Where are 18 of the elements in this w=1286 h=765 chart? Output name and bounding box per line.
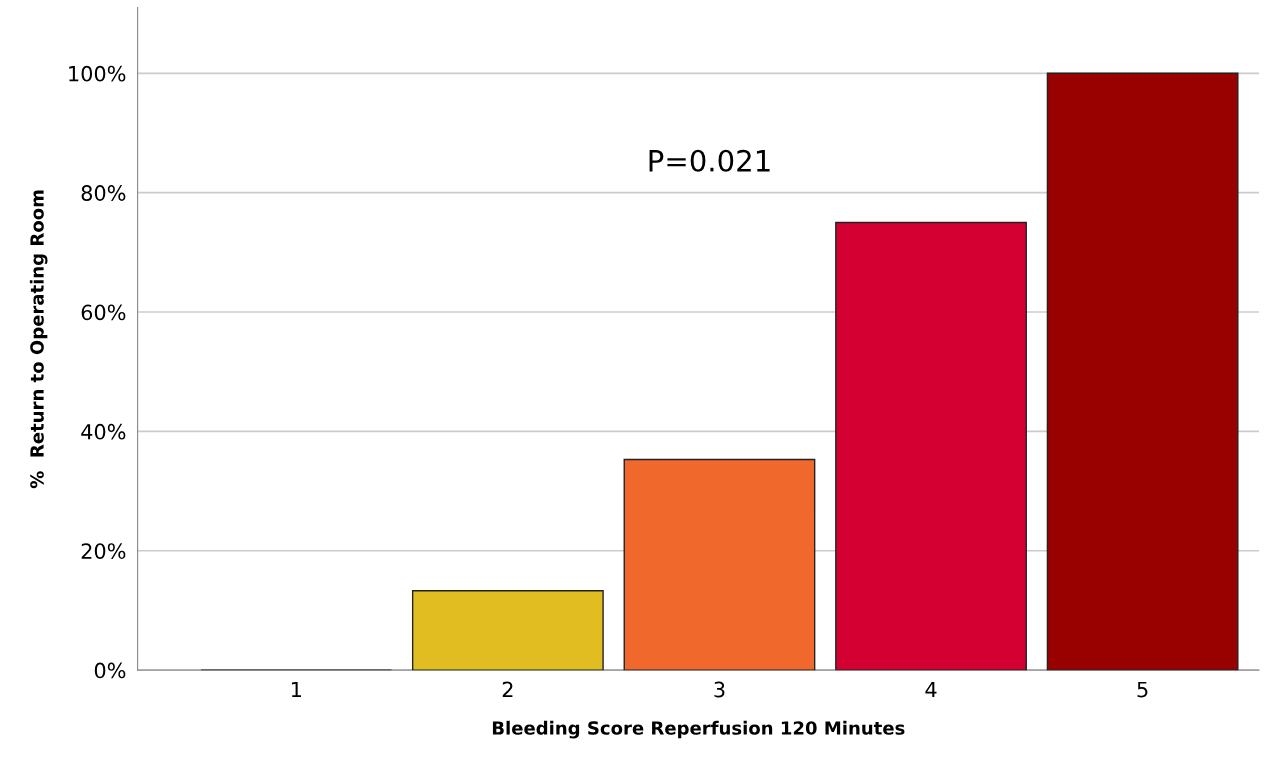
- y-tick-label: 40%: [81, 423, 126, 440]
- y-tick-label: 80%: [81, 185, 126, 201]
- y-tick-label: 100%: [69, 65, 126, 82]
- bar: [835, 221, 1027, 671]
- x-tick-label: 4: [925, 681, 937, 698]
- bar: [623, 458, 816, 671]
- annotation: P=0.021: [649, 149, 770, 172]
- bar: [1046, 72, 1239, 671]
- y-axis-title: % Return to Operating Room: [29, 190, 48, 489]
- x-tick-label: 5: [1137, 681, 1148, 698]
- y-tick-label: 20%: [81, 543, 126, 559]
- x-tick-label: 3: [714, 681, 725, 698]
- x-axis-title: Bleeding Score Reperfusion 120 Minutes: [492, 720, 905, 739]
- x-tick-label: 1: [291, 681, 301, 698]
- y-tick-label: 0%: [94, 662, 126, 679]
- y-tick-label: 60%: [81, 304, 126, 321]
- x-tick-label: 2: [502, 681, 513, 698]
- bar: [411, 590, 604, 671]
